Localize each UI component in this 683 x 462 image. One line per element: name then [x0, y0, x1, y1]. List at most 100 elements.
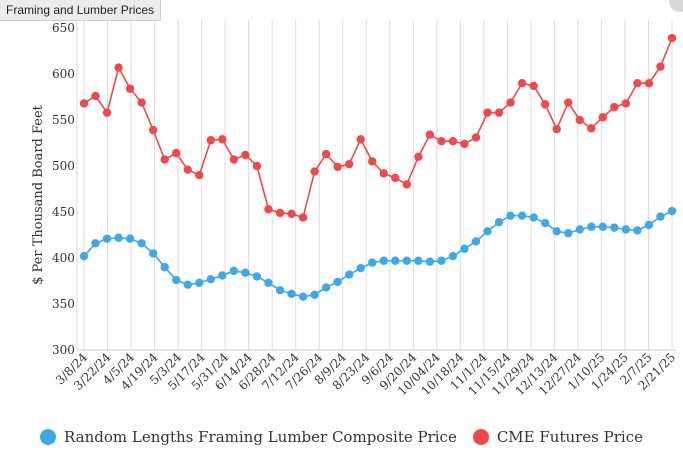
data-point-composite [356, 263, 365, 273]
data-point-futures [218, 135, 227, 144]
data-point-composite [460, 244, 469, 253]
data-point-composite [195, 278, 204, 288]
data-point-futures [402, 180, 412, 189]
data-point-futures [310, 167, 319, 176]
data-point-futures [79, 99, 89, 108]
data-point-composite [183, 280, 192, 289]
chart-title: Framing and Lumber Prices [6, 3, 155, 17]
data-point-futures [471, 133, 481, 142]
data-point-futures [391, 173, 400, 183]
data-point-futures [587, 124, 596, 133]
data-point-composite [333, 277, 342, 287]
legend-marker-futures [472, 429, 489, 445]
data-point-futures [333, 162, 342, 172]
data-point-composite [379, 256, 388, 265]
data-point-futures [206, 136, 216, 145]
data-point-composite [137, 239, 146, 248]
data-point-composite [264, 278, 273, 288]
y-tick-label: 600 [52, 67, 75, 81]
data-point-composite [229, 266, 239, 276]
data-point-composite [598, 222, 608, 231]
data-point-composite [448, 251, 458, 261]
data-point-futures [183, 165, 192, 174]
data-point-futures [575, 115, 584, 125]
data-point-futures [460, 139, 469, 149]
data-point-composite [241, 268, 250, 277]
data-point-composite [298, 292, 308, 301]
data-point-composite [275, 286, 285, 295]
data-point-futures [137, 98, 146, 107]
data-point-composite [633, 226, 642, 235]
data-point-composite [552, 227, 561, 236]
y-tick-label: 350 [52, 297, 75, 311]
data-point-composite [102, 234, 112, 243]
data-point-futures [91, 91, 100, 101]
chart-title-tab: Framing and Lumber Prices [0, 0, 162, 21]
data-point-composite [494, 217, 504, 227]
data-point-futures [160, 155, 169, 164]
data-point-composite [587, 222, 596, 231]
data-point-composite [564, 228, 573, 238]
series-line-futures [83, 37, 673, 219]
data-point-composite [91, 239, 100, 248]
data-point-futures [275, 208, 285, 218]
data-point-futures [448, 136, 458, 146]
y-tick-label: 400 [52, 251, 75, 265]
data-point-futures [298, 213, 308, 222]
data-point-futures [437, 136, 446, 146]
data-point-composite [610, 223, 619, 232]
legend-marker-composite [40, 429, 56, 445]
data-point-futures [344, 159, 354, 169]
data-point-futures [414, 152, 423, 161]
data-point-composite [414, 256, 423, 265]
data-point-composite [529, 213, 538, 222]
data-point-futures [633, 79, 642, 88]
data-point-futures [552, 125, 561, 134]
data-point-composite [252, 272, 262, 281]
data-point-futures [114, 63, 123, 72]
data-point-futures [241, 150, 250, 160]
data-point-composite [540, 218, 550, 228]
data-point-composite [656, 212, 665, 221]
data-point-futures [356, 135, 365, 144]
data-point-futures [102, 108, 112, 117]
data-point-futures [229, 155, 239, 164]
data-point-composite [125, 234, 135, 243]
data-point-composite [148, 249, 158, 258]
data-point-composite [321, 283, 331, 292]
data-point-futures [494, 108, 504, 117]
y-tick-label: 450 [52, 205, 75, 219]
legend-item-composite[interactable]: Random Lengths Framing Lumber Composite … [40, 428, 457, 446]
data-point-composite [160, 263, 169, 272]
data-point-composite [517, 211, 527, 220]
data-point-futures [540, 100, 550, 109]
data-point-futures [148, 125, 158, 135]
legend-label-futures: CME Futures Price [496, 428, 643, 446]
data-point-futures [644, 79, 654, 88]
y-tick-label: 300 [52, 343, 75, 357]
data-point-composite [218, 271, 227, 280]
data-point-futures [172, 148, 181, 158]
data-point-futures [195, 171, 204, 180]
data-point-composite [506, 211, 515, 220]
legend-label-composite: Random Lengths Framing Lumber Composite … [64, 428, 457, 446]
y-tick-label: 550 [52, 113, 75, 127]
data-point-futures [598, 113, 608, 122]
y-tick-label: 500 [52, 159, 75, 173]
legend-item-futures[interactable]: CME Futures Price [472, 428, 643, 446]
data-point-futures [425, 130, 435, 139]
data-point-futures [483, 108, 492, 117]
data-point-composite [437, 256, 446, 265]
data-point-futures [368, 157, 377, 166]
data-point-composite [206, 274, 216, 284]
data-point-composite [114, 233, 123, 242]
data-point-composite [79, 251, 89, 261]
data-point-composite [172, 275, 181, 285]
data-point-composite [402, 256, 412, 265]
data-point-futures [529, 81, 538, 91]
data-point-futures [252, 161, 262, 171]
data-point-futures [379, 169, 388, 178]
corner-decoration [669, 0, 683, 12]
data-point-composite [368, 258, 377, 267]
